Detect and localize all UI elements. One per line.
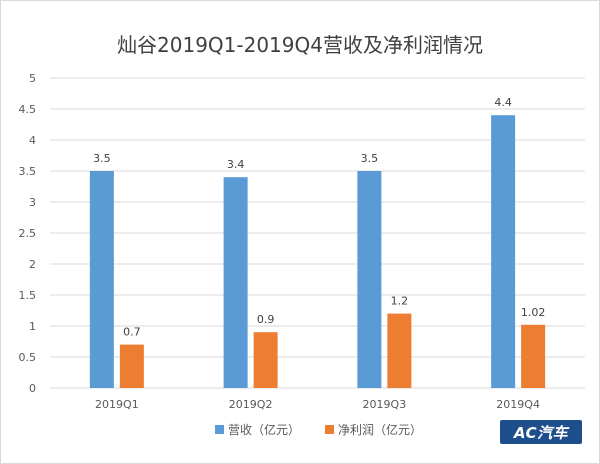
bar-revenue [357, 171, 382, 388]
y-tick-label: 0.5 [19, 351, 37, 364]
bar-net-profit [253, 332, 278, 388]
bar-revenue [89, 171, 114, 388]
data-label: 0.7 [123, 326, 141, 339]
bar-net-profit [119, 344, 144, 388]
bars [89, 115, 546, 388]
brand-logo-text: AC汽车 [513, 423, 569, 442]
y-tick-label: 3 [29, 196, 36, 209]
x-tick-label: 2019Q1 [95, 398, 139, 411]
y-tick-label: 1.5 [19, 289, 37, 302]
legend-label: 营收（亿元） [228, 422, 300, 437]
y-tick-label: 2 [29, 258, 36, 271]
x-tick-label: 2019Q2 [229, 398, 273, 411]
y-tick-label: 4 [29, 134, 36, 147]
bar-revenue [223, 177, 248, 388]
data-label: 1.2 [391, 295, 409, 308]
legend-swatch [325, 425, 334, 434]
brand-logo: AC汽车 [500, 420, 582, 444]
y-tick-label: 3.5 [19, 165, 37, 178]
y-tick-label: 1 [29, 320, 36, 333]
x-tick-label: 2019Q3 [363, 398, 407, 411]
data-label: 3.5 [93, 152, 111, 165]
bar-revenue [491, 115, 516, 388]
legend-label: 净利润（亿元） [338, 422, 422, 437]
bar-net-profit [521, 324, 546, 388]
data-label: 0.9 [257, 313, 275, 326]
y-tick-label: 4.5 [19, 103, 37, 116]
data-label: 4.4 [494, 96, 512, 109]
bar-net-profit [387, 313, 412, 388]
y-tick-label: 0 [29, 382, 36, 395]
x-axis: 2019Q1 2019Q2 2019Q3 2019Q4 [95, 398, 540, 411]
y-axis: 0 0.5 1 1.5 2 2.5 3 3.5 4 4.5 5 [19, 72, 37, 395]
data-label: 3.4 [227, 158, 245, 171]
y-tick-label: 5 [29, 72, 36, 85]
data-labels: 3.5 0.7 3.4 0.9 3.5 1.2 4.4 1.02 [93, 96, 545, 338]
legend: 营收（亿元） 净利润（亿元） [215, 422, 422, 437]
y-tick-label: 2.5 [19, 227, 37, 240]
chart-title: 灿谷2019Q1-2019Q4营收及净利润情况 [117, 33, 483, 57]
data-label: 3.5 [361, 152, 379, 165]
legend-swatch [215, 425, 224, 434]
data-label: 1.02 [521, 306, 546, 319]
x-tick-label: 2019Q4 [496, 398, 540, 411]
